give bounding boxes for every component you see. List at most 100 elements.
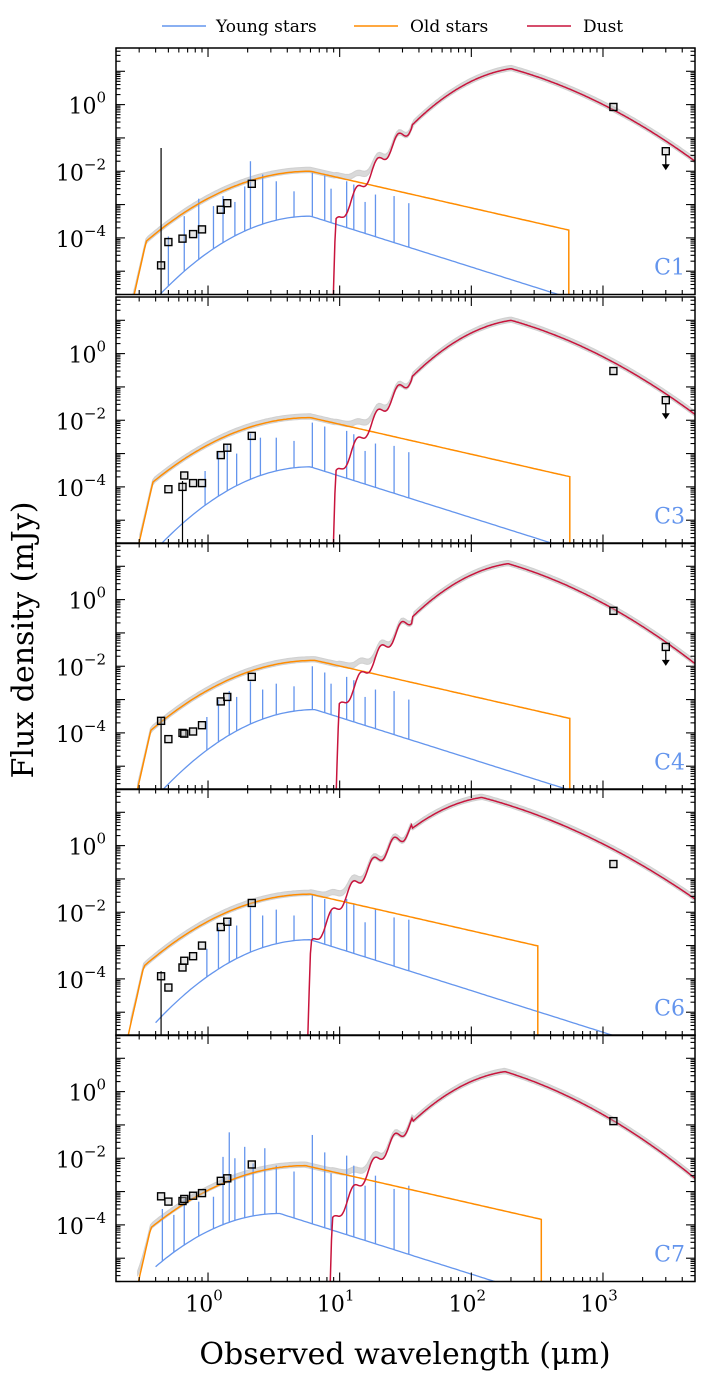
- photometry-point: [216, 697, 225, 706]
- y-tick-label: 10−2: [56, 896, 106, 927]
- dust-curve: [335, 562, 695, 790]
- photometry-point: [188, 1191, 198, 1200]
- panel-tag-label: C4: [654, 751, 685, 776]
- model-uncertainty-band: [137, 559, 695, 790]
- young-stars-curve: [160, 466, 556, 544]
- legend: Young stars Old stars Dust: [162, 17, 623, 37]
- y-tick-label: 10−4: [56, 963, 106, 994]
- young-stars-curve: [159, 215, 561, 295]
- old-stars-curve: [137, 1164, 543, 1282]
- panel-plot-area: [132, 64, 695, 295]
- y-tick-label: 10−2: [56, 650, 106, 681]
- young-stars-curve: [155, 939, 616, 1036]
- photometry-point: [609, 102, 618, 112]
- y-tick-label-exponent: −4: [84, 1209, 106, 1227]
- y-tick-label-exponent: −4: [84, 963, 106, 981]
- photometry-point: [247, 1160, 256, 1169]
- old-stars-curve: [136, 659, 571, 790]
- panel-tag-label: C7: [654, 1243, 685, 1268]
- model-uncertainty-band: [132, 64, 695, 295]
- y-tick-label-base: 10: [56, 477, 84, 502]
- x-tick-label: 101: [317, 1287, 355, 1318]
- photometry-point: [156, 261, 166, 270]
- panel-tag-label: C1: [654, 256, 685, 281]
- y-tick-label-exponent: −4: [84, 717, 106, 735]
- photometry-point: [223, 198, 232, 208]
- y-tick-label: 10−2: [56, 1142, 106, 1173]
- young-stars-curve: [162, 708, 570, 790]
- upper-limit-arrow: [661, 659, 670, 666]
- y-tick-label-exponent: −2: [84, 1142, 106, 1160]
- photometry-point: [178, 1196, 187, 1206]
- panel-frame: [115, 47, 696, 296]
- y-tick-label-base: 10: [68, 344, 96, 369]
- panel-frame: [115, 1034, 696, 1283]
- y-tick-label: 10−4: [56, 717, 106, 748]
- photometry-point: [164, 485, 173, 494]
- photometry-point: [223, 917, 232, 926]
- x-tick-label: 103: [580, 1287, 618, 1318]
- photometry-point: [180, 1194, 189, 1204]
- photometry-point: [609, 1116, 618, 1126]
- y-tick-label-base: 10: [56, 656, 84, 681]
- upper-limit-arrow: [661, 413, 670, 420]
- photometry-point: [661, 146, 670, 156]
- photometry-point: [156, 1192, 166, 1201]
- y-tick-label-base: 10: [56, 969, 84, 994]
- y-tick-label-base: 10: [56, 902, 84, 927]
- photometry-point: [156, 716, 166, 726]
- y-tick-label: 10−2: [56, 404, 106, 435]
- photometry-point: [178, 728, 187, 738]
- photometry-point: [188, 727, 198, 736]
- panels: 10010−210−4C110010−210−4C310010−210−4C41…: [56, 47, 696, 1318]
- dust-curve: [332, 319, 695, 544]
- photometry-point: [216, 922, 225, 932]
- photometry-point: [164, 983, 173, 992]
- x-tick-label-base: 10: [449, 1293, 477, 1318]
- model-uncertainty-band: [137, 1067, 695, 1277]
- photometry-point: [180, 729, 189, 738]
- y-tick-label-base: 10: [56, 228, 84, 253]
- x-tick-label: 100: [185, 1287, 223, 1318]
- photometry-point: [156, 972, 166, 981]
- x-tick-label: 102: [449, 1287, 487, 1318]
- panel-plot-area: [137, 1067, 695, 1282]
- y-tick-label-exponent: 0: [96, 89, 106, 107]
- old-stars-curve: [138, 416, 571, 544]
- y-tick-label-base: 10: [68, 95, 96, 120]
- photometry-point: [247, 431, 256, 441]
- photometry-point: [197, 941, 207, 950]
- photometry-point: [178, 234, 187, 243]
- x-tick-label-exponent: 1: [345, 1287, 355, 1305]
- dust-curve: [332, 67, 695, 295]
- model-uncertainty-band: [139, 316, 695, 541]
- young-stars-curve: [155, 1212, 497, 1282]
- photometry-point: [164, 734, 173, 744]
- photometry-point: [223, 443, 232, 452]
- photometry-point: [164, 1197, 173, 1206]
- photometry-point: [247, 672, 256, 682]
- panel-plot-area: [138, 316, 695, 544]
- panel-tag-label: C6: [654, 997, 685, 1022]
- y-tick-label-exponent: −4: [84, 471, 106, 489]
- photometry-point: [609, 366, 618, 376]
- y-tick-label: 10−4: [56, 471, 106, 502]
- y-tick-label-base: 10: [56, 723, 84, 748]
- y-tick-label-exponent: 0: [96, 830, 106, 848]
- y-tick-label-exponent: −2: [84, 155, 106, 173]
- y-tick-label-exponent: −2: [84, 404, 106, 422]
- y-tick-label-exponent: 0: [96, 338, 106, 356]
- photometry-point: [247, 179, 256, 189]
- photometry-point: [188, 951, 198, 961]
- photometry-point: [197, 478, 207, 488]
- y-tick-label: 10−2: [56, 155, 106, 186]
- y-tick-label-exponent: 0: [96, 584, 106, 602]
- photometry-point: [247, 898, 256, 908]
- legend-old-label: Old stars: [410, 17, 488, 37]
- photometry-point: [197, 225, 207, 234]
